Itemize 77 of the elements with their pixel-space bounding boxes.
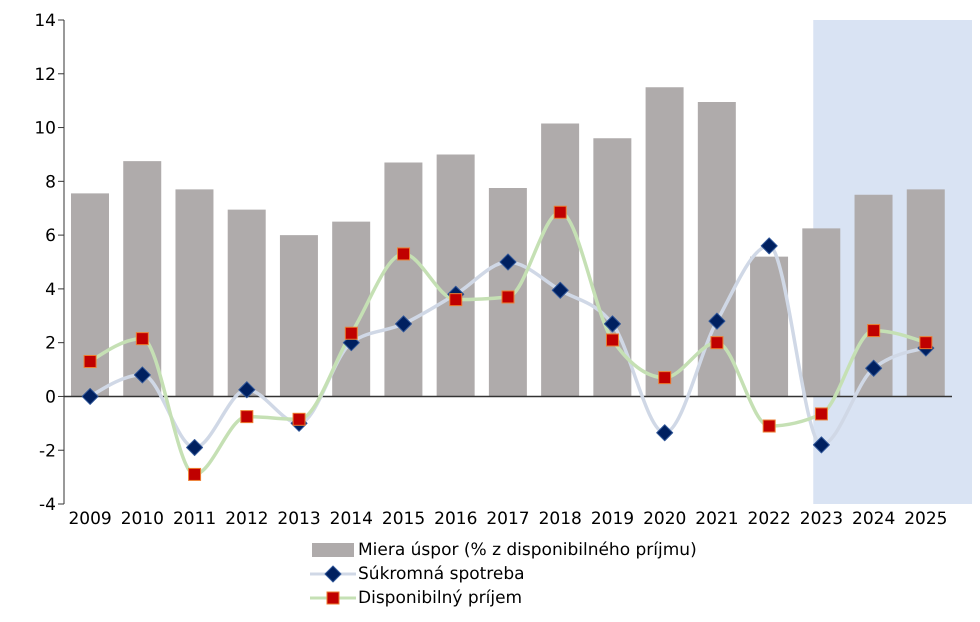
y-tick-label: 10 [34, 118, 56, 139]
point [812, 436, 830, 454]
x-tick-label: 2019 [590, 509, 634, 530]
bar [750, 256, 788, 396]
point [397, 247, 410, 260]
x-tick-label: 2023 [800, 509, 844, 530]
bar [646, 87, 684, 396]
point [552, 282, 569, 299]
point [814, 407, 828, 420]
y-tick-label: 4 [45, 280, 56, 300]
bar [593, 138, 632, 396]
point [865, 360, 882, 377]
y-tick-label: 12 [34, 64, 56, 85]
y-tick-label: 8 [45, 172, 56, 192]
point [188, 468, 202, 481]
x-tick-label: 2025 [904, 509, 948, 530]
x-tick-label: 2009 [68, 509, 112, 530]
y-tick-label: 14 [34, 11, 56, 32]
y-tick-label: 2 [45, 334, 56, 354]
point [606, 333, 619, 346]
x-tick-label: 2024 [852, 509, 896, 530]
x-tick-label: 2022 [748, 509, 791, 530]
bar [906, 189, 945, 396]
bar [123, 161, 162, 396]
bar [280, 235, 318, 396]
point [867, 324, 880, 338]
point [134, 366, 151, 384]
point [238, 381, 256, 398]
x-tick-label: 2012 [225, 509, 268, 530]
point [658, 371, 672, 384]
x-tick-label: 2011 [172, 509, 216, 530]
point [82, 388, 99, 405]
point [710, 336, 724, 350]
legend-label: Miera úspor (% z disponibilného príjmu) [358, 540, 697, 560]
bar [854, 194, 893, 396]
bar [175, 189, 214, 396]
bar [332, 222, 370, 396]
y-tick-label: -2 [39, 441, 56, 462]
point [500, 254, 516, 270]
bar [228, 210, 266, 396]
x-tick-label: 2015 [382, 509, 426, 530]
point [708, 312, 726, 330]
point [292, 412, 306, 426]
bar [541, 124, 580, 396]
point [136, 332, 149, 346]
bar [436, 154, 475, 396]
x-tick-label: 2020 [643, 509, 686, 530]
x-tick-label: 2010 [120, 509, 164, 530]
x-tick-label: 2013 [277, 509, 321, 530]
bar [698, 102, 736, 396]
point [656, 424, 674, 442]
legend-label: Súkromná spotreba [358, 564, 525, 584]
legend-label: Disponibilný príjem [358, 588, 522, 608]
x-tick-label: 2017 [486, 509, 530, 530]
x-tick-label: 2014 [330, 509, 373, 530]
point [554, 206, 567, 219]
bar [71, 193, 109, 396]
point [395, 315, 412, 332]
point [604, 315, 621, 332]
point [84, 354, 97, 368]
point [344, 326, 358, 340]
point [449, 293, 462, 306]
bar [384, 162, 422, 396]
y-tick-label: -4 [39, 495, 56, 516]
x-tick-label: 2021 [695, 509, 739, 530]
x-tick-label: 2018 [538, 509, 582, 530]
point [919, 336, 932, 350]
point [762, 420, 776, 433]
bar [802, 228, 840, 396]
y-tick-label: 0 [45, 387, 56, 408]
point [502, 290, 514, 304]
point [240, 410, 254, 424]
x-tick-label: 2016 [434, 509, 478, 530]
bar [488, 188, 527, 396]
y-tick-label: 6 [45, 226, 56, 246]
point [186, 439, 204, 456]
point [760, 237, 778, 254]
